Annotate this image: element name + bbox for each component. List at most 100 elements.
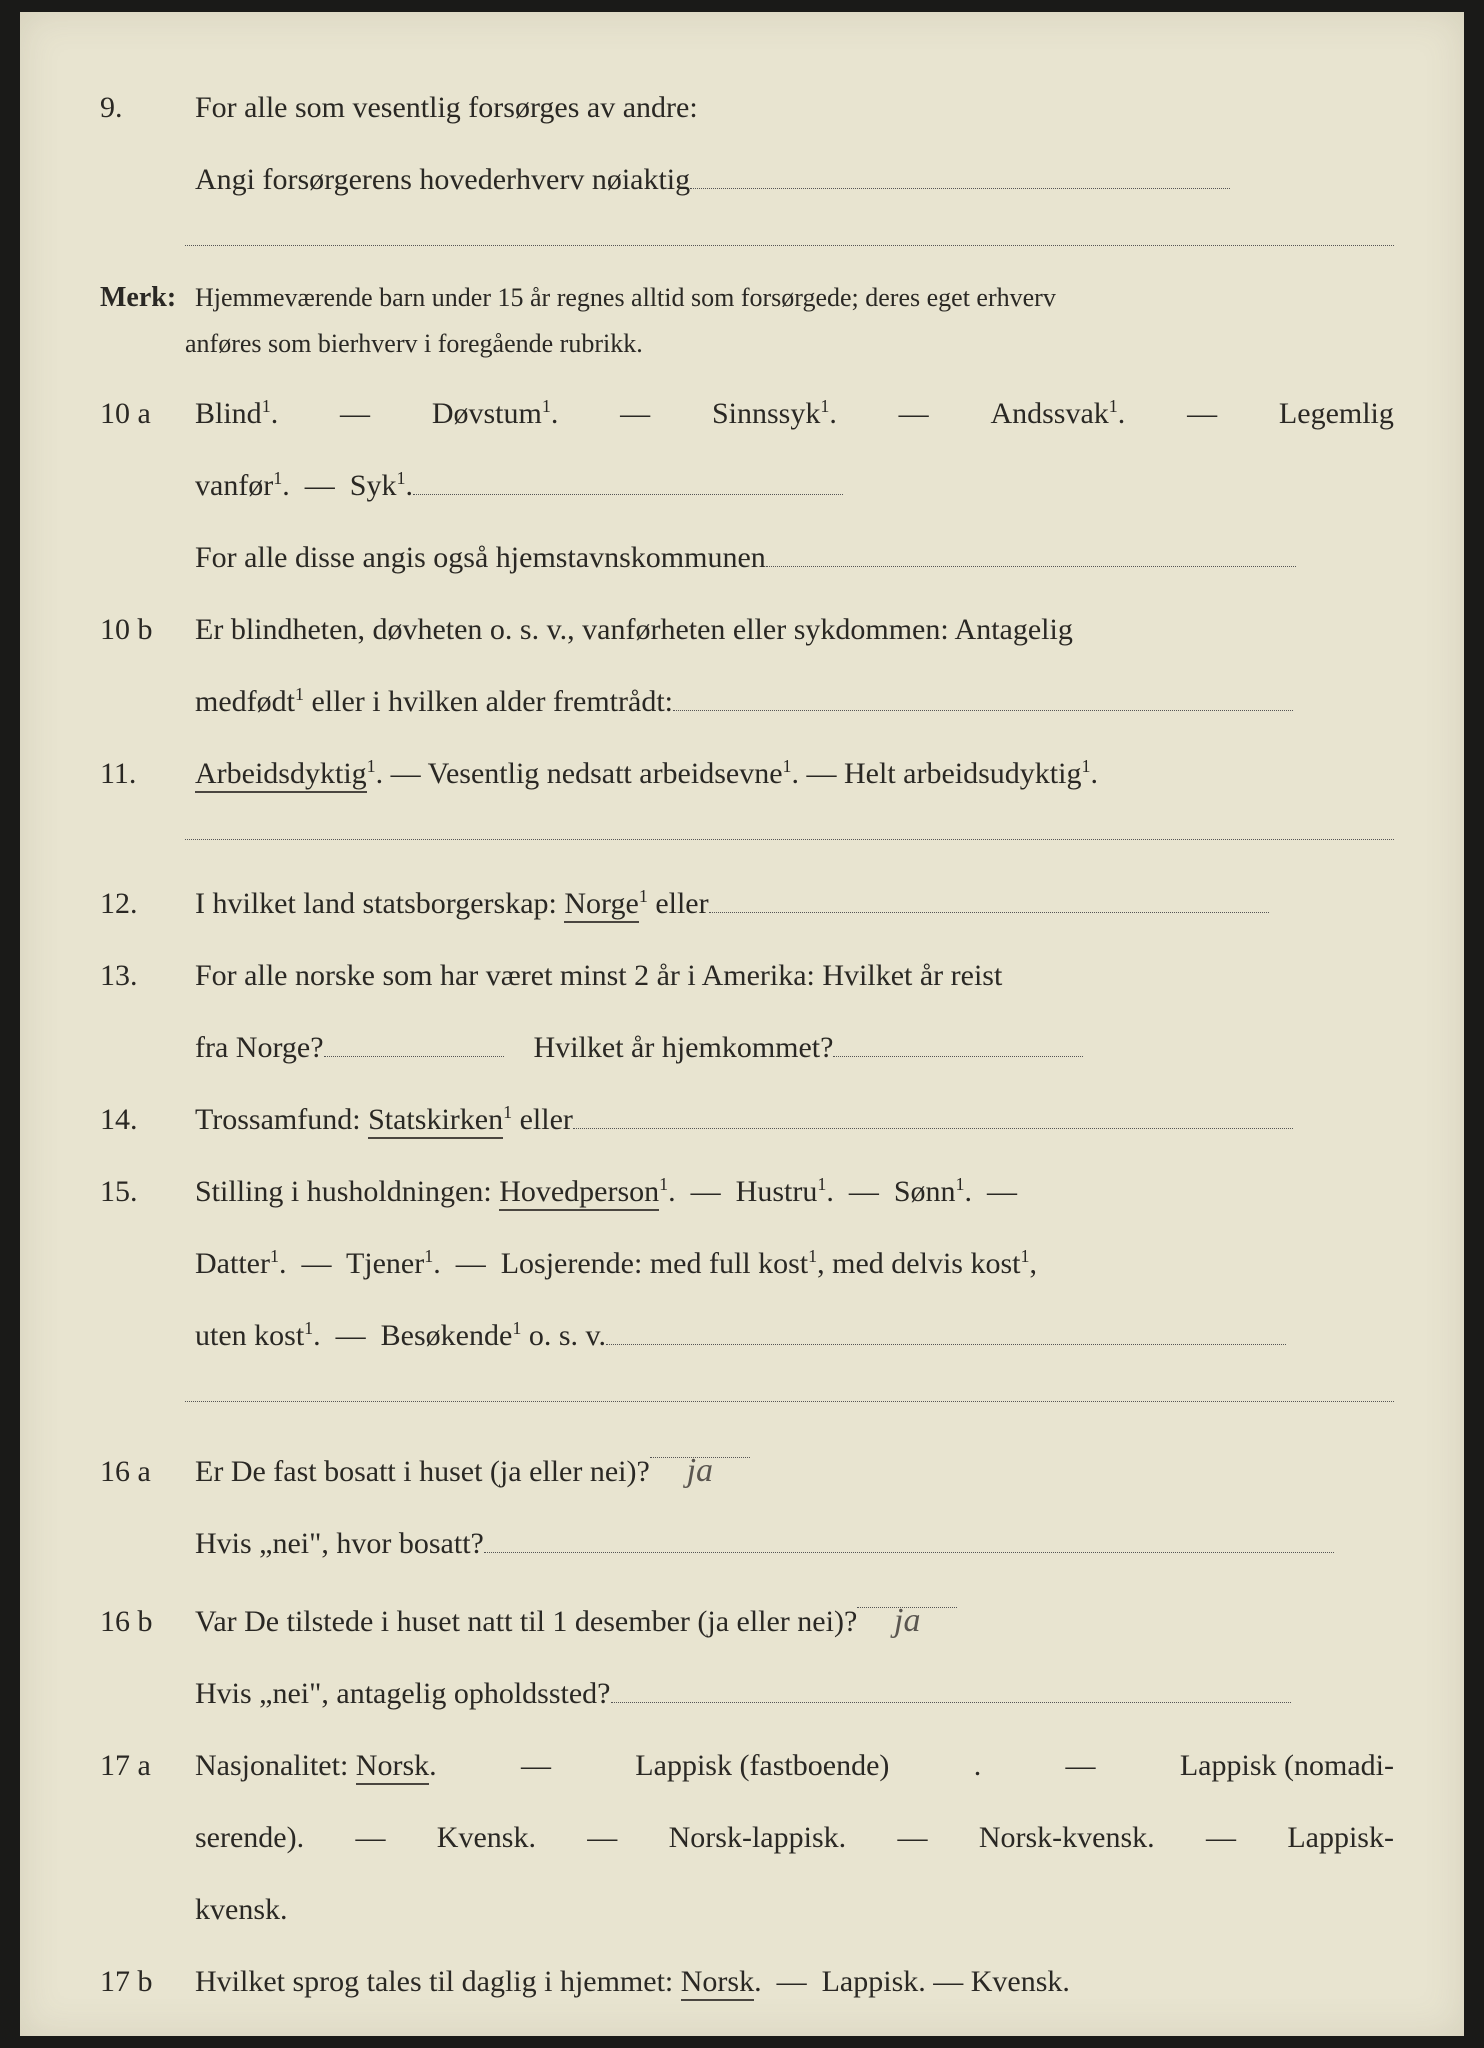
q16b-number: 16 b bbox=[90, 1586, 195, 1658]
fill-line-answered: ja bbox=[650, 1430, 750, 1458]
fill-line bbox=[606, 1317, 1286, 1345]
opt-blind: Blind bbox=[195, 397, 262, 430]
opt-norsk-sprog-selected: Norsk bbox=[681, 1965, 754, 2001]
opt-statskirken-selected: Statskirken bbox=[368, 1103, 503, 1139]
opt-norsk-kvensk: Norsk-kvensk. bbox=[979, 1802, 1155, 1874]
fill-line bbox=[324, 1029, 504, 1057]
merk-note: Merk: Hjemmeværende barn under 15 år reg… bbox=[90, 274, 1394, 322]
q10b-medfodt: medfødt bbox=[195, 685, 295, 718]
opt-syk: Syk bbox=[350, 469, 397, 502]
opt-norge-selected: Norge bbox=[564, 887, 638, 923]
question-11: 11. Arbeidsdyktig1. — Vesentlig nedsatt … bbox=[90, 738, 1394, 810]
q14-text: Trossamfund: bbox=[195, 1103, 368, 1136]
fill-line-full bbox=[185, 244, 1394, 246]
opt-delvis-kost: , med delvis kost bbox=[817, 1247, 1020, 1280]
q16a-text: Er De fast bosatt i huset (ja eller nei)… bbox=[195, 1455, 650, 1488]
question-10a-line3: For alle disse angis også hjemstavnskomm… bbox=[90, 522, 1394, 594]
opt-dovstum: Døvstum bbox=[432, 397, 542, 430]
fill-line bbox=[690, 161, 1230, 189]
question-15-line3: uten kost1. — Besøkende1 o. s. v. bbox=[90, 1300, 1394, 1372]
q9-number: 9. bbox=[90, 72, 195, 144]
opt-besokende: Besøkende bbox=[381, 1319, 513, 1352]
q16a-hvis-nei: Hvis „nei", hvor bosatt? bbox=[195, 1527, 484, 1560]
q10a-line3-text: For alle disse angis også hjemstavnskomm… bbox=[195, 541, 766, 574]
q17a-text: Nasjonalitet: bbox=[195, 1749, 356, 1782]
opt-sonn: Sønn bbox=[894, 1175, 956, 1208]
opt-lappisk-sprog: Lappisk. bbox=[822, 1965, 926, 1998]
fill-line bbox=[573, 1101, 1293, 1129]
q14-eller: eller bbox=[512, 1103, 573, 1136]
q10b-alder: eller i hvilken alder fremtrådt: bbox=[304, 685, 673, 718]
q12-number: 12. bbox=[90, 868, 195, 940]
question-17a-line2: serende). — Kvensk. — Norsk-lappisk. — N… bbox=[90, 1802, 1394, 1874]
question-10b: 10 b Er blindheten, døvheten o. s. v., v… bbox=[90, 594, 1394, 666]
question-10a-line2: vanfør1. — Syk1. bbox=[90, 450, 1394, 522]
q16b-text: Var De tilstede i huset natt til 1 desem… bbox=[195, 1605, 857, 1638]
q10a-number: 10 a bbox=[90, 378, 195, 450]
fill-line-full bbox=[185, 838, 1394, 840]
merk-line1: Hjemmeværende barn under 15 år regnes al… bbox=[195, 276, 1394, 320]
q10b-number: 10 b bbox=[90, 594, 195, 666]
opt-losjerende: Losjerende: med full kost bbox=[501, 1247, 808, 1280]
q17a-number: 17 a bbox=[90, 1730, 195, 1802]
question-17a: 17 a Nasjonalitet: Norsk. — Lappisk (fas… bbox=[90, 1730, 1394, 1802]
fill-line bbox=[413, 467, 843, 495]
opt-lappisk-fastboende: Lappisk (fastboende) bbox=[635, 1730, 889, 1802]
opt-andssvak: Andssvak bbox=[990, 397, 1108, 430]
question-16a-line2: Hvis „nei", hvor bosatt? bbox=[90, 1508, 1394, 1580]
q9-line2-text: Angi forsørgerens hovederhverv nøiaktig bbox=[195, 163, 690, 196]
question-13-line2: fra Norge? Hvilket år hjemkommet? bbox=[90, 1012, 1394, 1084]
question-17b: 17 b Hvilket sprog tales til daglig i hj… bbox=[90, 1946, 1394, 2018]
opt-hovedperson-selected: Hovedperson bbox=[499, 1175, 659, 1211]
q14-number: 14. bbox=[90, 1084, 195, 1156]
question-15-line2: Datter1. — Tjener1. — Losjerende: med fu… bbox=[90, 1228, 1394, 1300]
question-9-line2: Angi forsørgerens hovederhverv nøiaktig bbox=[90, 144, 1394, 216]
q12-eller: eller bbox=[648, 887, 709, 920]
question-15: 15. Stilling i husholdningen: Hovedperso… bbox=[90, 1156, 1394, 1228]
question-13: 13. For alle norske som har været minst … bbox=[90, 940, 1394, 1012]
question-17a-line3: kvensk. bbox=[90, 1874, 1394, 1946]
question-9: 9. For alle som vesentlig forsørges av a… bbox=[90, 72, 1394, 144]
q16b-hvis-nei: Hvis „nei", antagelig opholdssted? bbox=[195, 1677, 611, 1710]
merk-line2: anføres som bierhverv i foregående rubri… bbox=[90, 322, 1394, 366]
fill-line-answered: ja bbox=[857, 1580, 957, 1608]
opt-lappisk-nomadi: Lappisk (nomadi- bbox=[1180, 1730, 1394, 1802]
q12-text: I hvilket land statsborgerskap: bbox=[195, 887, 564, 920]
opt-kvensk-sprog: Kvensk. bbox=[971, 1965, 1070, 1998]
fill-line bbox=[709, 885, 1269, 913]
opt-tjener: Tjener bbox=[346, 1247, 424, 1280]
q15-number: 15. bbox=[90, 1156, 195, 1228]
q13-number: 13. bbox=[90, 940, 195, 1012]
opt-norsk-selected: Norsk bbox=[356, 1749, 429, 1785]
q13-fra-norge: fra Norge? bbox=[195, 1031, 324, 1064]
question-16b-line2: Hvis „nei", antagelig opholdssted? bbox=[90, 1658, 1394, 1730]
opt-datter: Datter bbox=[195, 1247, 270, 1280]
q9-line1: For alle som vesentlig forsørges av andr… bbox=[195, 72, 1394, 144]
census-form-page: 9. For alle som vesentlig forsørges av a… bbox=[20, 12, 1464, 2036]
q15-text: Stilling i husholdningen: bbox=[195, 1175, 499, 1208]
q15-osv: o. s. v. bbox=[521, 1319, 606, 1352]
opt-udyktig: Helt arbeidsudyktig bbox=[844, 757, 1081, 790]
fill-line bbox=[611, 1675, 1291, 1703]
opt-sinnssyk: Sinnssyk bbox=[712, 397, 820, 430]
merk-label: Merk: bbox=[90, 274, 195, 322]
opt-nedsatt: Vesentlig nedsatt arbeidsevne bbox=[428, 757, 783, 790]
question-12: 12. I hvilket land statsborgerskap: Norg… bbox=[90, 868, 1394, 940]
handwritten-ja: ja bbox=[894, 1580, 920, 1662]
fill-line bbox=[673, 683, 1293, 711]
fill-line bbox=[484, 1525, 1334, 1553]
opt-lappisk-kvensk: kvensk. bbox=[195, 1874, 1394, 1946]
opt-vanfor: vanfør bbox=[195, 469, 273, 502]
opt-arbeidsdyktig-selected: Arbeidsdyktig bbox=[195, 757, 367, 793]
opt-serende: serende). bbox=[195, 1802, 304, 1874]
opt-uten-kost: uten kost bbox=[195, 1319, 304, 1352]
opt-norsk-lappisk: Norsk-lappisk. bbox=[669, 1802, 846, 1874]
opt-kvensk: Kvensk. bbox=[437, 1802, 536, 1874]
q13-line1: For alle norske som har været minst 2 år… bbox=[195, 940, 1394, 1012]
q17b-number: 17 b bbox=[90, 1946, 195, 2018]
handwritten-ja: ja bbox=[687, 1430, 713, 1512]
q16a-number: 16 a bbox=[90, 1436, 195, 1508]
q13-hjemkommet: Hvilket år hjemkommet? bbox=[534, 1031, 834, 1064]
q17b-text: Hvilket sprog tales til daglig i hjemmet… bbox=[195, 1965, 681, 1998]
question-16b: 16 b Var De tilstede i huset natt til 1 … bbox=[90, 1580, 1394, 1658]
